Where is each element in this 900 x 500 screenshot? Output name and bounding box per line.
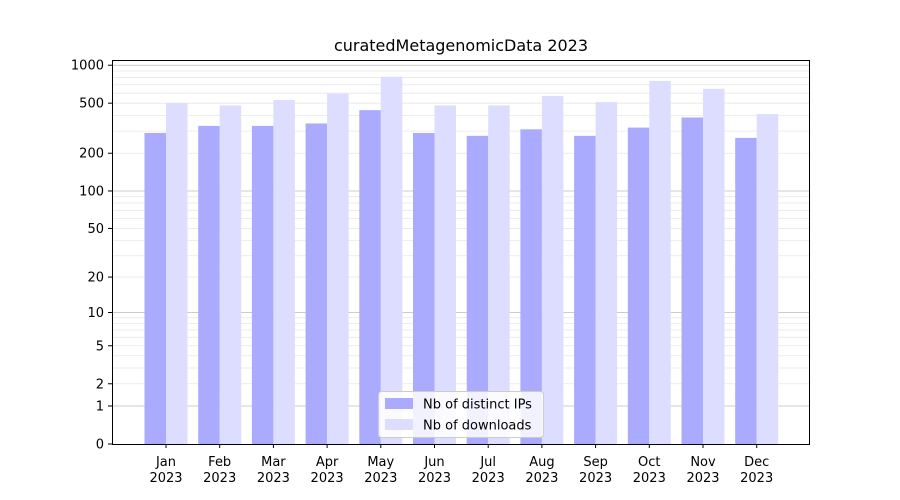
chart-title: curatedMetagenomicData 2023 xyxy=(334,36,588,55)
y-tick-label: 50 xyxy=(87,222,104,237)
y-tick-label: 100 xyxy=(79,184,104,199)
y-tick-label: 200 xyxy=(79,147,104,162)
bar-downloads-4 xyxy=(380,76,403,444)
bar-downloads-9 xyxy=(649,80,671,445)
bar-distinct-ips-3 xyxy=(305,123,328,445)
y-tick-label: 10 xyxy=(87,306,104,321)
y-axis: 0 1 2 5 10 20 50 100 200 500 1000 xyxy=(71,59,112,453)
x-tick-label: Aug 2023 xyxy=(525,455,558,486)
legend-box xyxy=(378,391,544,438)
bars xyxy=(144,76,779,445)
bar-distinct-ips-4 xyxy=(359,110,381,444)
x-tick-label: Mar 2023 xyxy=(257,455,290,486)
x-axis: Jan 2023 Feb 2023 Mar 2023 Apr 2023 May 2023 Jun 20… xyxy=(149,444,773,486)
bar-downloads-8 xyxy=(595,102,618,444)
y-tick-label: 1000 xyxy=(71,59,104,74)
bar-distinct-ips-5 xyxy=(413,132,435,444)
bar-distinct-ips-9 xyxy=(627,127,650,444)
bar-downloads-5 xyxy=(434,105,456,445)
plot-area-frame xyxy=(112,60,810,445)
legend-swatch xyxy=(385,398,413,409)
x-tick-label: Nov 2023 xyxy=(686,455,719,486)
y-tick-label: 2 xyxy=(96,377,104,392)
bar-downloads-6 xyxy=(488,105,510,445)
bar-downloads-3 xyxy=(327,93,349,444)
y-tick-label: 0 xyxy=(96,438,104,453)
y-tick-label: 20 xyxy=(87,271,104,286)
bar-distinct-ips-10 xyxy=(681,117,703,445)
bar-distinct-ips-11 xyxy=(735,137,757,444)
x-tick-label: Jun 2023 xyxy=(418,455,451,486)
x-tick-label: Dec 2023 xyxy=(740,455,773,486)
x-tick-label: Apr 2023 xyxy=(311,455,344,486)
y-tick-label: 500 xyxy=(79,97,104,112)
bar-distinct-ips-8 xyxy=(574,135,596,444)
bar-downloads-10 xyxy=(703,88,725,444)
legend: Nb of distinct IPs Nb of downloads xyxy=(378,391,544,438)
legend-swatch xyxy=(385,419,413,430)
bar-downloads-1 xyxy=(219,105,242,445)
bar-distinct-ips-0 xyxy=(144,132,166,444)
x-tick-label: Sep 2023 xyxy=(579,455,612,486)
bar-distinct-ips-6 xyxy=(466,135,489,444)
bar-downloads-2 xyxy=(273,99,295,444)
bar-downloads-7 xyxy=(541,95,564,445)
x-tick-label: Oct 2023 xyxy=(633,455,666,486)
bar-distinct-ips-2 xyxy=(251,125,274,444)
bar-downloads-0 xyxy=(166,103,188,445)
x-tick-label: Jan 2023 xyxy=(149,455,182,486)
bar-downloads-11 xyxy=(756,114,779,445)
x-tick-label: Feb 2023 xyxy=(203,455,236,486)
x-tick-label: Jul 2023 xyxy=(472,455,505,486)
x-tick-label: May 2023 xyxy=(364,455,397,486)
y-tick-label: 5 xyxy=(96,339,104,354)
bar-distinct-ips-1 xyxy=(198,125,220,444)
y-tick-label: 1 xyxy=(96,399,104,414)
bar-distinct-ips-7 xyxy=(520,129,542,445)
legend-label: Nb of distinct IPs xyxy=(423,398,532,413)
legend-label: Nb of downloads xyxy=(423,419,532,434)
